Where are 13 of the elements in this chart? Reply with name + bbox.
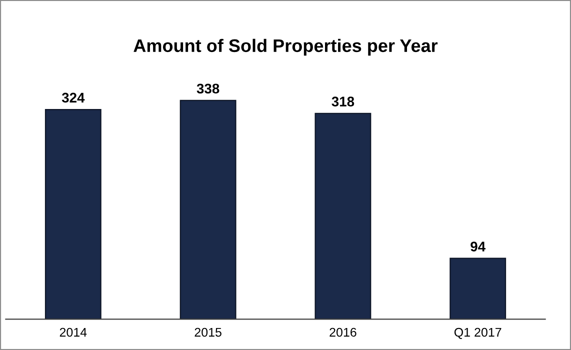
data-label: 338 [196, 84, 220, 94]
bar [314, 112, 372, 320]
data-label: 324 [62, 92, 85, 103]
x-tick-label: 2014 [60, 328, 87, 337]
chart-title: Amount of Sold Properties per Year [134, 38, 438, 56]
x-tick-label: 2015 [194, 328, 222, 337]
x-tick-label: Q1 2017 [454, 328, 502, 339]
data-label: 94 [470, 242, 486, 252]
bar [44, 108, 102, 320]
bar [180, 100, 236, 320]
x-tick-label: 2016 [330, 328, 356, 337]
bar [450, 258, 506, 320]
data-label: 318 [332, 96, 354, 106]
